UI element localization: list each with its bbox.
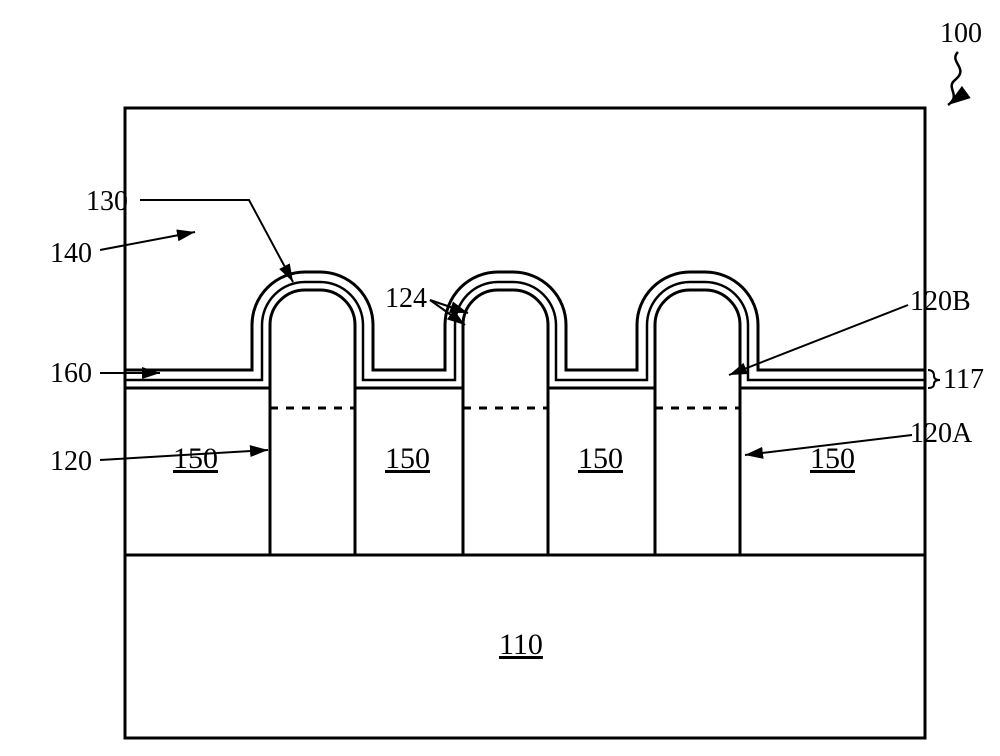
label-160: 160 [50,358,92,390]
label-150-4: 150 [810,442,855,476]
label-117: 117 [943,364,984,396]
dim-117-brace [928,370,940,388]
label-120A: 120A [910,418,972,450]
label-130: 130 [86,186,128,218]
diagram-canvas: 100 130 140 160 120 124 120B 117 120A 11… [0,0,1000,756]
conformal-outer [125,272,925,370]
conformal-inner [125,290,925,388]
label-100: 100 [940,18,982,50]
label-120: 120 [50,446,92,478]
label-150-2: 150 [385,442,430,476]
fin-bodies [270,388,740,555]
label-150-1: 150 [173,442,218,476]
label-150-3: 150 [578,442,623,476]
conformal-middle [125,282,925,380]
label-120B: 120B [910,286,971,318]
label-140: 140 [50,238,92,270]
label-110: 110 [499,628,543,662]
label-124: 124 [385,283,427,315]
leaders [100,52,960,460]
